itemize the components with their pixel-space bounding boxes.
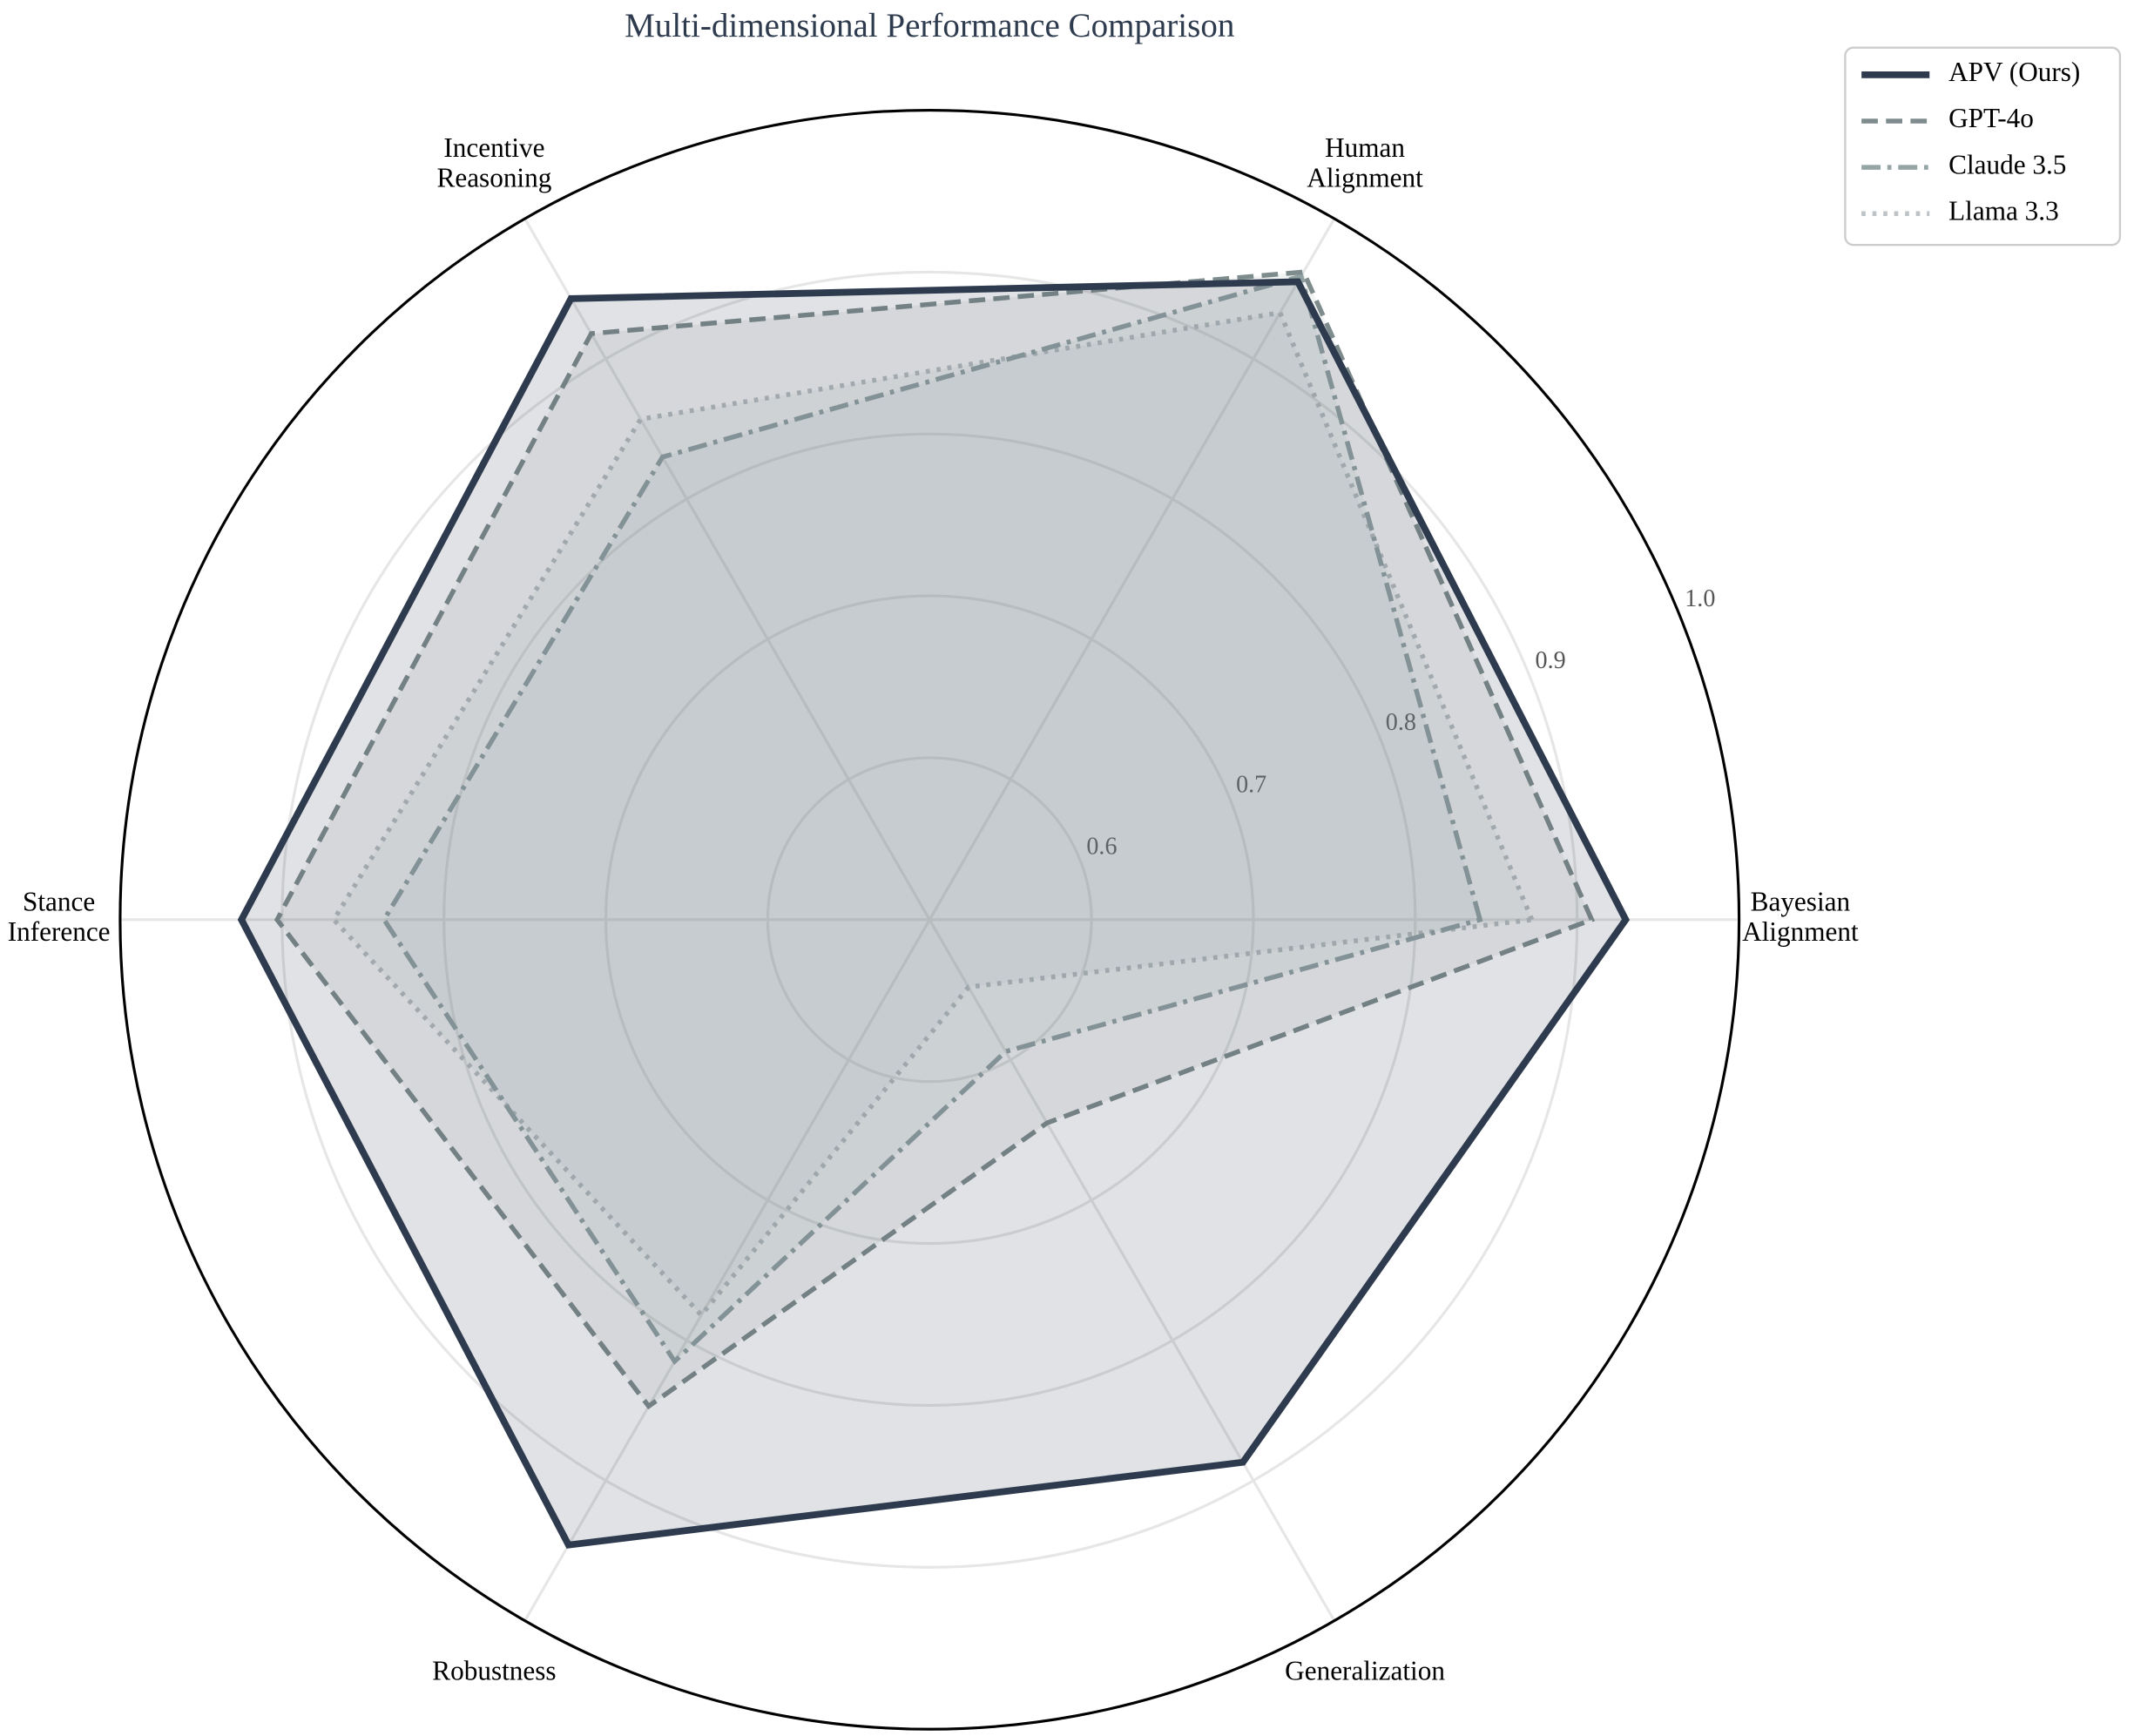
legend: APV (Ours) GPT-4o Claude 3.5 Llama 3.3 (1844, 46, 2122, 247)
category-label: Generalization (1285, 1656, 1445, 1686)
legend-label: APV (Ours) (1948, 57, 2080, 87)
spoke (928, 218, 1336, 921)
y-tick-label: 0.9 (1536, 647, 1566, 674)
category-label: Robustness (432, 1656, 556, 1686)
category-label: Human Alignment (1307, 132, 1423, 193)
y-tick-label: 0.6 (1086, 833, 1117, 860)
y-tick-label: 0.7 (1236, 771, 1266, 798)
category-label: Bayesian Alignment (1742, 887, 1859, 947)
legend-box (1844, 46, 2122, 247)
series-area (381, 273, 1483, 1366)
legend-label: GPT-4o (1948, 103, 2034, 133)
outer-frame (118, 108, 1741, 1731)
category-label: Incentive Reasoning (437, 132, 552, 193)
y-tick-label: 0.8 (1386, 709, 1416, 736)
series-area (237, 278, 1631, 1549)
spoke (928, 919, 1336, 1622)
series-area (274, 269, 1596, 1410)
series-area (330, 309, 1536, 1319)
spoke (523, 919, 931, 1622)
category-label: Stance Inference (8, 887, 111, 947)
y-tick-label: 1.0 (1685, 585, 1715, 612)
legend-label: Llama 3.3 (1948, 195, 2059, 226)
chart-title: Multi-dimensional Performance Comparison (625, 7, 1234, 44)
legend-label: Claude 3.5 (1948, 149, 2066, 179)
